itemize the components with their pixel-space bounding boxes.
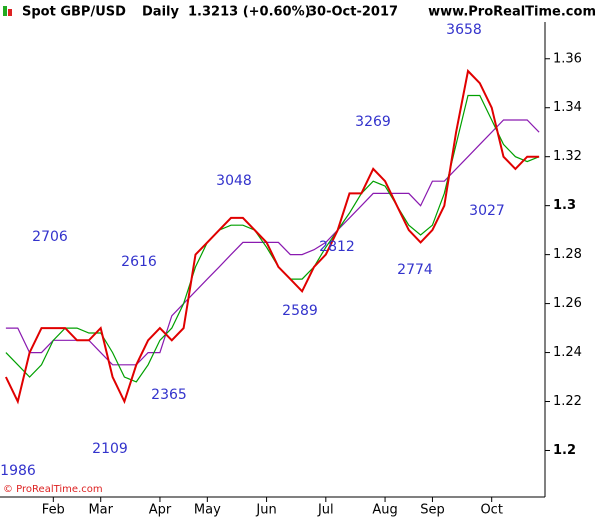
x-tick-label: Apr [149,503,172,518]
price: 1.3213 (+0.60%) [188,5,311,20]
annotation: 2812 [319,239,355,255]
y-tick-label: 1.34 [553,100,582,115]
annotation: 2109 [92,441,128,457]
annotation: 2706 [32,229,68,245]
y-tick-label: 1.3 [553,198,576,213]
logo [8,9,12,16]
x-tick-label: Sep [420,503,445,518]
annotation: 2616 [121,254,157,270]
x-tick-label: Jun [255,503,276,518]
logo [3,6,7,16]
series-line [5,68,540,405]
x-tick-label: Aug [372,503,397,518]
y-tick-label: 1.36 [553,51,582,66]
symbol: Spot GBP/USD [22,5,126,20]
annotation: 3048 [216,173,252,189]
site: www.ProRealTime.com [428,5,596,20]
y-tick-label: 1.26 [553,296,582,311]
copyright: © ProRealTime.com [3,484,103,495]
annotation: 1986 [0,463,36,479]
annotation: 3027 [469,203,505,219]
annotation: 2774 [397,262,433,278]
y-tick-label: 1.32 [553,149,582,164]
x-tick-label: Feb [42,503,65,518]
annotation: 3269 [355,114,391,130]
y-tick-label: 1.24 [553,345,582,360]
annotation: 2365 [151,387,187,403]
y-tick-label: 1.2 [553,443,576,458]
y-tick-label: 1.28 [553,247,582,262]
x-tick-label: May [194,503,221,518]
x-tick-label: Jul [317,503,334,518]
y-tick-label: 1.22 [553,394,582,409]
period: Daily [142,5,179,20]
x-tick-label: Oct [480,503,502,518]
date: 30-Oct-2017 [308,5,398,20]
x-tick-label: Mar [88,503,113,518]
annotation: 3658 [446,22,482,38]
annotation: 2589 [282,303,318,319]
